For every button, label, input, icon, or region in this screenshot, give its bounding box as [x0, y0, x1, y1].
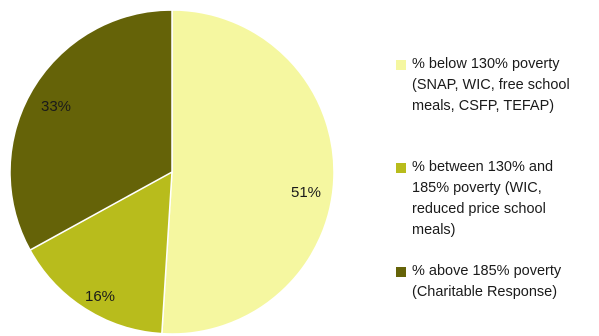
- legend-swatch-below-130: [396, 60, 406, 70]
- slice-above-185: [9, 9, 173, 252]
- slice-label-above-185: 33%: [41, 98, 71, 115]
- legend-swatch-above-185: [396, 267, 406, 277]
- legend-label-130-to-185: % between 130% and 185% poverty (WIC, re…: [412, 159, 554, 238]
- legend-item-130-to-185: % between 130% and 185% poverty (WIC, re…: [396, 157, 596, 241]
- slice-label-130-to-185: 16%: [85, 288, 115, 305]
- pie-slices: [9, 9, 335, 335]
- slice-below-130: [161, 9, 335, 335]
- slice-130-to-185: [29, 170, 173, 335]
- legend-label-below-130: % below 130% poverty (SNAP, WIC, free sc…: [412, 56, 570, 114]
- legend-swatch-130-to-185: [396, 163, 406, 173]
- legend-item-above-185: % above 185% poverty (Charitable Respons…: [396, 261, 596, 303]
- slice-label-below-130: 51%: [291, 184, 321, 201]
- legend-label-above-185: % above 185% poverty (Charitable Respons…: [412, 263, 562, 300]
- legend-item-below-130: % below 130% poverty (SNAP, WIC, free sc…: [396, 54, 596, 117]
